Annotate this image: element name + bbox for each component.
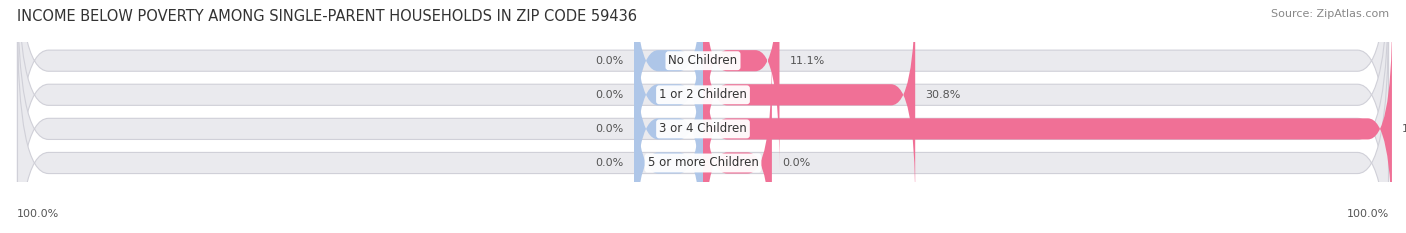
Text: 0.0%: 0.0%: [782, 158, 810, 168]
Text: 0.0%: 0.0%: [596, 56, 624, 66]
Text: 100.0%: 100.0%: [17, 209, 59, 219]
Text: No Children: No Children: [668, 54, 738, 67]
Text: 1 or 2 Children: 1 or 2 Children: [659, 88, 747, 101]
FancyBboxPatch shape: [703, 20, 1392, 233]
Text: 30.8%: 30.8%: [925, 90, 960, 100]
FancyBboxPatch shape: [634, 54, 703, 233]
Text: 100.0%: 100.0%: [1347, 209, 1389, 219]
FancyBboxPatch shape: [703, 0, 915, 204]
FancyBboxPatch shape: [17, 0, 1389, 233]
FancyBboxPatch shape: [703, 0, 779, 169]
FancyBboxPatch shape: [703, 54, 772, 233]
Text: 0.0%: 0.0%: [596, 124, 624, 134]
Text: 0.0%: 0.0%: [596, 158, 624, 168]
Text: INCOME BELOW POVERTY AMONG SINGLE-PARENT HOUSEHOLDS IN ZIP CODE 59436: INCOME BELOW POVERTY AMONG SINGLE-PARENT…: [17, 9, 637, 24]
Text: 3 or 4 Children: 3 or 4 Children: [659, 122, 747, 135]
FancyBboxPatch shape: [634, 20, 703, 233]
FancyBboxPatch shape: [634, 0, 703, 204]
Text: 100.0%: 100.0%: [1402, 124, 1406, 134]
Text: Source: ZipAtlas.com: Source: ZipAtlas.com: [1271, 9, 1389, 19]
FancyBboxPatch shape: [17, 0, 1389, 204]
FancyBboxPatch shape: [634, 0, 703, 169]
Text: 5 or more Children: 5 or more Children: [648, 157, 758, 169]
Text: 11.1%: 11.1%: [790, 56, 825, 66]
FancyBboxPatch shape: [17, 0, 1389, 233]
FancyBboxPatch shape: [17, 20, 1389, 233]
Text: 0.0%: 0.0%: [596, 90, 624, 100]
